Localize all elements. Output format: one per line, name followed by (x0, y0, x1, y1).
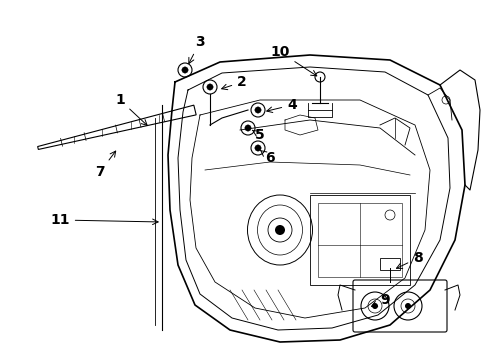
Text: 2: 2 (221, 75, 247, 90)
Circle shape (255, 145, 261, 151)
Circle shape (255, 107, 261, 113)
Text: 8: 8 (396, 251, 423, 269)
Text: 3: 3 (189, 35, 205, 64)
Circle shape (207, 84, 213, 90)
Text: 10: 10 (270, 45, 317, 76)
Bar (310, 195, 410, 285)
Text: 1: 1 (115, 93, 147, 125)
Text: 7: 7 (95, 151, 116, 179)
Bar (318, 203, 402, 277)
Circle shape (405, 303, 411, 309)
Text: 11: 11 (50, 213, 158, 227)
Text: 5: 5 (252, 128, 265, 142)
Text: 6: 6 (260, 150, 275, 165)
Bar (380, 258, 400, 270)
Text: 9: 9 (371, 293, 390, 307)
Circle shape (245, 125, 251, 131)
Circle shape (182, 67, 188, 73)
Circle shape (275, 225, 285, 235)
Text: 4: 4 (267, 98, 297, 112)
Circle shape (372, 303, 378, 309)
